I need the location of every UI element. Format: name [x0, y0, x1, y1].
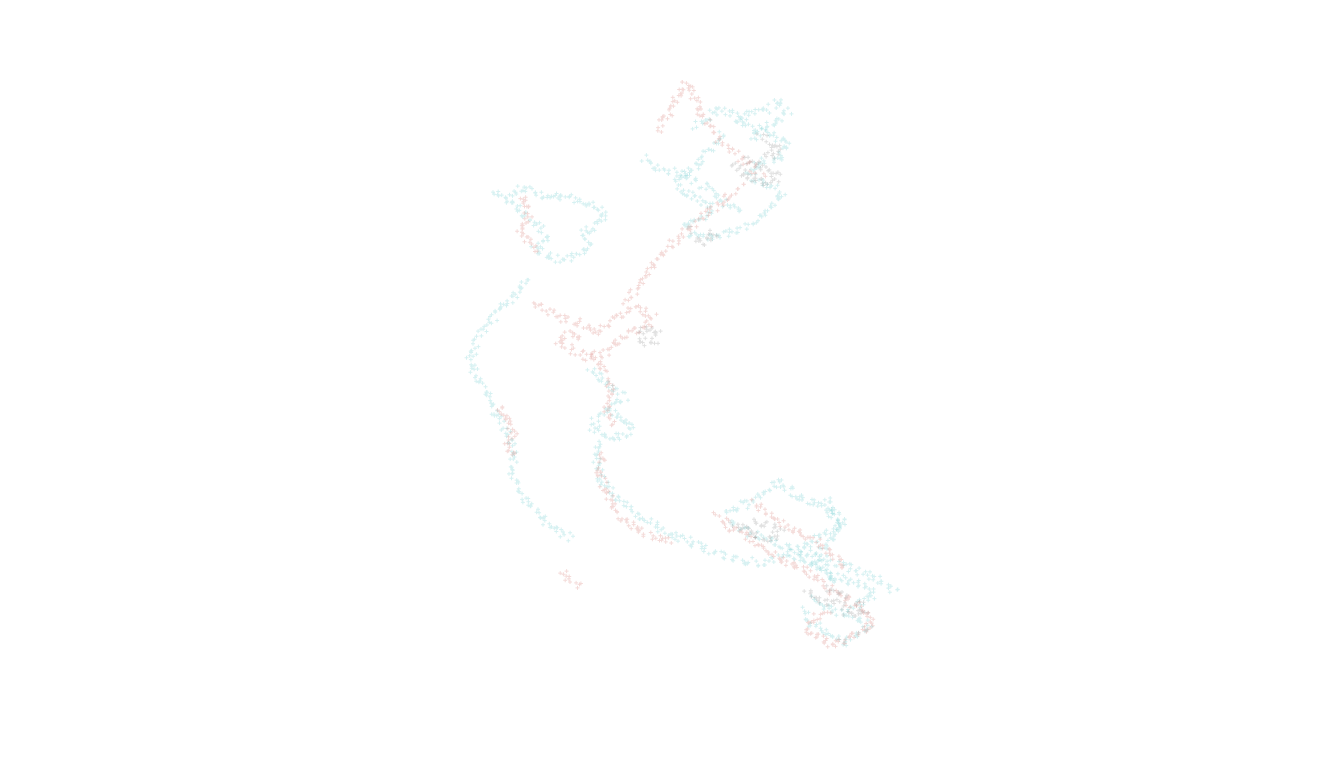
- point-markers: [594, 450, 674, 545]
- point-markers: [688, 228, 719, 247]
- series-0-path-10: [733, 97, 794, 142]
- series-1-path-9: [594, 450, 674, 545]
- point-markers: [711, 510, 876, 649]
- point-markers: [840, 599, 870, 618]
- point-markers: [621, 182, 746, 306]
- series-1-path-7: [749, 497, 845, 570]
- point-markers: [495, 404, 520, 457]
- point-markers: [585, 366, 636, 442]
- series-0-path-1: [491, 184, 608, 265]
- point-markers: [802, 583, 849, 608]
- series-2-path-0: [636, 324, 663, 348]
- point-markers: [531, 300, 659, 363]
- series-0-path-5: [729, 518, 900, 595]
- series-2-path-2: [728, 517, 787, 544]
- point-markers: [515, 195, 540, 254]
- series-1-path-6: [711, 510, 876, 649]
- series-2-path-6: [688, 228, 719, 247]
- series-1-path-8: [589, 353, 617, 428]
- series-0-path-6: [723, 477, 877, 612]
- series-1-path-0: [531, 300, 659, 363]
- point-markers: [591, 439, 794, 568]
- series-1-path-5: [558, 569, 583, 590]
- point-markers: [800, 594, 874, 648]
- point-markers: [558, 569, 583, 590]
- series-1-points: [495, 80, 876, 649]
- point-markers: [723, 477, 877, 612]
- series-1-path-4: [495, 404, 520, 457]
- point-markers: [491, 184, 608, 265]
- point-markers: [639, 153, 743, 214]
- point-markers: [728, 517, 787, 544]
- series-2-path-3: [802, 583, 849, 608]
- series-0-path-0: [672, 105, 792, 242]
- point-markers: [464, 277, 575, 543]
- point-markers: [636, 324, 663, 348]
- point-markers: [729, 518, 900, 595]
- series-0-path-3: [585, 366, 636, 442]
- series-0-path-4: [591, 439, 794, 568]
- series-2-path-1: [729, 155, 783, 188]
- series-2-path-5: [754, 132, 783, 161]
- series-1-path-2: [655, 80, 768, 179]
- point-markers: [810, 496, 843, 585]
- series-1-path-3: [515, 195, 540, 254]
- point-markers: [672, 105, 792, 242]
- series-2-path-4: [840, 599, 870, 618]
- series-0-path-7: [800, 594, 874, 648]
- series-0-path-9: [639, 153, 743, 214]
- point-markers: [729, 155, 783, 188]
- series-0-path-8: [810, 496, 843, 585]
- point-markers: [655, 80, 768, 179]
- series-0-path-2: [464, 277, 575, 543]
- series-1-path-1: [621, 182, 746, 306]
- series-2-points: [636, 132, 870, 618]
- series-0-points: [464, 97, 900, 648]
- point-markers: [749, 497, 845, 570]
- point-markers: [754, 132, 783, 161]
- point-markers: [733, 97, 794, 142]
- point-markers: [589, 353, 617, 428]
